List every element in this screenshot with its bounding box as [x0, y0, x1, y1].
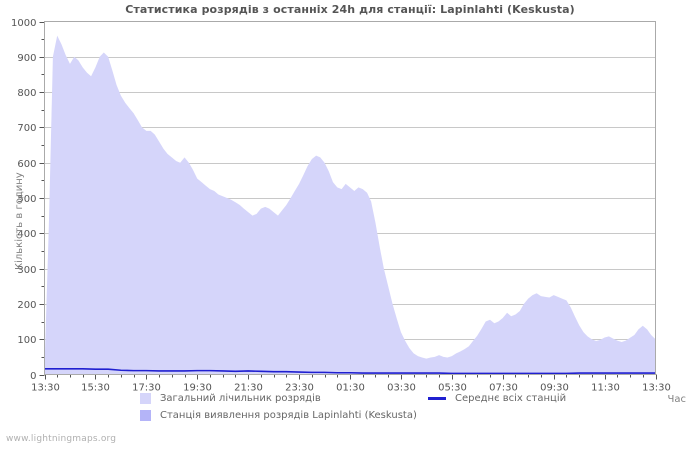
svg-text:600: 600: [17, 159, 36, 170]
legend-item-station-detections: Станція виявлення розрядів Lapinlahti (K…: [140, 408, 417, 422]
svg-text:100: 100: [17, 335, 36, 346]
svg-text:01:30: 01:30: [336, 383, 365, 394]
legend-line-average-all-stations: [428, 396, 446, 400]
svg-text:03:30: 03:30: [387, 383, 416, 394]
series-line-average-all-stations: [44, 368, 656, 375]
svg-text:500: 500: [17, 194, 36, 205]
svg-text:700: 700: [17, 123, 36, 134]
svg-text:21:30: 21:30: [234, 383, 263, 394]
svg-text:13:30: 13:30: [642, 383, 671, 394]
legend-swatch-station-detections: [140, 409, 151, 421]
svg-text:900: 900: [17, 53, 36, 64]
svg-text:17:30: 17:30: [132, 383, 161, 394]
svg-text:400: 400: [17, 229, 36, 240]
svg-text:23:30: 23:30: [285, 383, 314, 394]
legend-item-average-all-stations: Середнє всіх станцій: [428, 391, 566, 405]
x-axis-title: Час: [667, 394, 686, 405]
svg-text:800: 800: [17, 88, 36, 99]
series-area-total-counter: [44, 35, 656, 375]
svg-text:0: 0: [30, 371, 36, 382]
legend-label-station-detections: Станція виявлення розрядів Lapinlahti (K…: [160, 409, 417, 421]
axis-minor-ticks: [41, 39, 657, 380]
svg-text:11:30: 11:30: [591, 383, 620, 394]
chart-title: Статистика розрядів з останніх 24h для с…: [125, 3, 575, 16]
svg-text:09:30: 09:30: [540, 383, 569, 394]
svg-text:05:30: 05:30: [438, 383, 467, 394]
watermark: www.lightningmaps.org: [6, 434, 117, 444]
svg-text:15:30: 15:30: [81, 383, 110, 394]
y-axis-title: Кількість в годину: [14, 172, 25, 270]
legend-label-total-counter: Загальний лічильник розрядів: [160, 392, 321, 404]
legend-item-total-counter: Загальний лічильник розрядів: [140, 391, 321, 405]
legend-swatch-total-counter: [140, 392, 151, 404]
y-axis-tick-labels: 0 100 200 300 400 500 600 700 800 900 1000: [11, 18, 36, 382]
plot-frame: [44, 21, 656, 375]
chart-legend: Загальний лічильник розрядів Станція вия…: [0, 388, 700, 428]
x-axis-tick-labels: 13:30 15:30 17:30 19:30 21:30 23:30 01:30 03:30…: [31, 383, 671, 394]
svg-text:07:30: 07:30: [489, 383, 518, 394]
svg-text:300: 300: [17, 265, 36, 276]
svg-text:200: 200: [17, 300, 36, 311]
legend-label-average-all-stations: Середнє всіх станцій: [455, 392, 567, 404]
svg-text:19:30: 19:30: [183, 383, 212, 394]
svg-text:13:30: 13:30: [31, 383, 60, 394]
svg-text:1000: 1000: [11, 18, 36, 29]
